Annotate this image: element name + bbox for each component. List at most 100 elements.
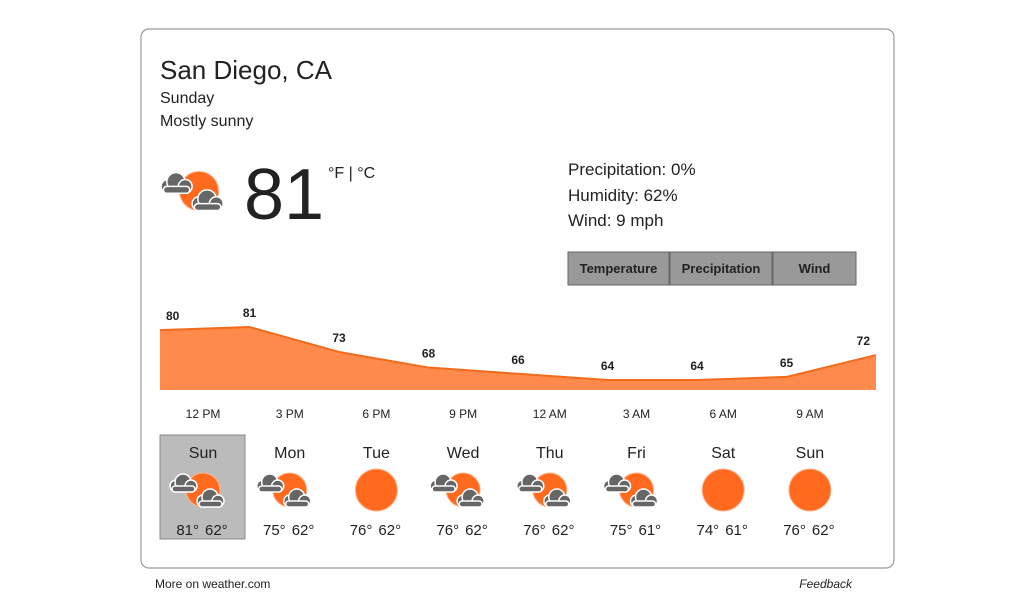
day-low: 61°	[725, 522, 748, 539]
hour-label: 12 PM	[186, 407, 221, 421]
day-name: Sun	[189, 445, 217, 462]
cloud	[255, 473, 285, 493]
cloud-base	[458, 500, 483, 508]
weather-icon	[160, 170, 224, 212]
tab-label[interactable]: Precipitation	[682, 261, 761, 276]
cloud	[196, 488, 225, 508]
source-link[interactable]: More on weather.com	[155, 577, 270, 591]
day-column[interactable]: Mon 75° 62°	[263, 445, 314, 539]
hour-label: 6 AM	[710, 407, 737, 421]
tab-background	[669, 251, 773, 286]
current-temperature: 81	[244, 155, 324, 235]
day-high: 81°	[176, 522, 199, 539]
location: San Diego, CA	[160, 55, 333, 85]
day-name: Mon	[274, 445, 305, 462]
day-name: Thu	[536, 445, 564, 462]
day-high: 76°	[350, 522, 373, 539]
day-column[interactable]: Wed 76° 62°	[436, 445, 487, 539]
day-high: 75°	[610, 522, 633, 539]
cloud-base	[257, 485, 283, 493]
temperature-label: 73	[332, 331, 346, 345]
weather-icon	[788, 468, 832, 512]
temperature-line	[159, 325, 877, 382]
day-low: 62°	[378, 522, 401, 539]
day-column[interactable]: Tue 76° 62°	[350, 445, 401, 539]
weather-icon	[701, 468, 745, 512]
temperature-label: 81	[243, 306, 257, 320]
cloud-base	[604, 485, 630, 493]
day-name: Tue	[363, 445, 390, 462]
weather-icon	[255, 472, 312, 508]
cloud-base	[431, 485, 456, 493]
temperature-label: 64	[690, 359, 704, 373]
cloud	[191, 189, 224, 212]
cloud-base	[193, 202, 222, 212]
weather-icon	[429, 472, 485, 508]
temperature-label: 72	[857, 334, 871, 348]
tab-background	[772, 251, 857, 286]
hour-label: 9 PM	[449, 407, 477, 421]
weather-icon	[602, 472, 659, 508]
day-low: 61°	[639, 522, 662, 539]
tab-button[interactable]: Temperature	[567, 251, 670, 286]
day-column[interactable]: Sat 74° 61°	[697, 445, 748, 539]
unit-toggle[interactable]: °F | °C	[328, 165, 375, 182]
hour-label: 6 PM	[362, 407, 390, 421]
day-column[interactable]: Thu 76° 62°	[523, 445, 574, 539]
cloud	[169, 473, 198, 493]
tab-background	[567, 251, 670, 286]
temperature-label: 68	[422, 347, 436, 361]
cloud-base	[198, 500, 223, 508]
humidity: Humidity: 62%	[568, 186, 678, 205]
tab-button[interactable]: Wind	[772, 251, 857, 286]
day-name: Sat	[711, 445, 736, 462]
hour-label: 9 AM	[796, 407, 823, 421]
temperature-label: 65	[780, 356, 794, 370]
day-low: 62°	[292, 522, 315, 539]
day: Sunday	[160, 90, 214, 107]
temperature-area	[160, 327, 876, 390]
tab-label[interactable]: Wind	[799, 261, 831, 276]
cloud	[543, 488, 572, 508]
condition: Mostly sunny	[160, 113, 253, 130]
tab-button[interactable]: Precipitation	[669, 251, 773, 286]
day-high: 76°	[783, 522, 806, 539]
day-column[interactable]: Fri 75° 61°	[610, 445, 661, 539]
hour-label: 12 AM	[533, 407, 567, 421]
cloud	[456, 488, 485, 508]
temperature-label: 64	[601, 359, 615, 373]
cloud-base	[284, 500, 310, 508]
wind: Wind: 9 mph	[568, 211, 663, 230]
day-low: 62°	[465, 522, 488, 539]
cloud	[629, 488, 659, 508]
day-high: 74°	[697, 522, 720, 539]
day-name: Sun	[796, 445, 824, 462]
weather-icon	[354, 468, 398, 512]
cloud-base	[518, 485, 543, 493]
cloud	[516, 473, 545, 493]
weather-card	[140, 28, 895, 569]
cloud	[160, 171, 193, 195]
feedback-link[interactable]: Feedback	[799, 577, 853, 591]
day-column[interactable]: Sun 76° 62°	[783, 445, 834, 539]
day-high: 75°	[263, 522, 286, 539]
day-low: 62°	[812, 522, 835, 539]
cloud	[282, 488, 312, 508]
cloud	[429, 473, 458, 493]
weather-icon	[516, 472, 572, 508]
temperature-label: 66	[511, 353, 525, 367]
cloud	[602, 473, 632, 493]
sun	[701, 468, 745, 512]
sun	[354, 468, 398, 512]
day-high: 76°	[436, 522, 459, 539]
temperature-label: 80	[166, 309, 180, 323]
day-low: 62°	[205, 522, 228, 539]
hour-label: 3 PM	[276, 407, 304, 421]
cloud-base	[631, 500, 657, 508]
sun	[788, 468, 832, 512]
cloud-base	[545, 500, 570, 508]
day-name: Wed	[447, 445, 480, 462]
hour-label: 3 AM	[623, 407, 650, 421]
tab-label[interactable]: Temperature	[580, 261, 658, 276]
